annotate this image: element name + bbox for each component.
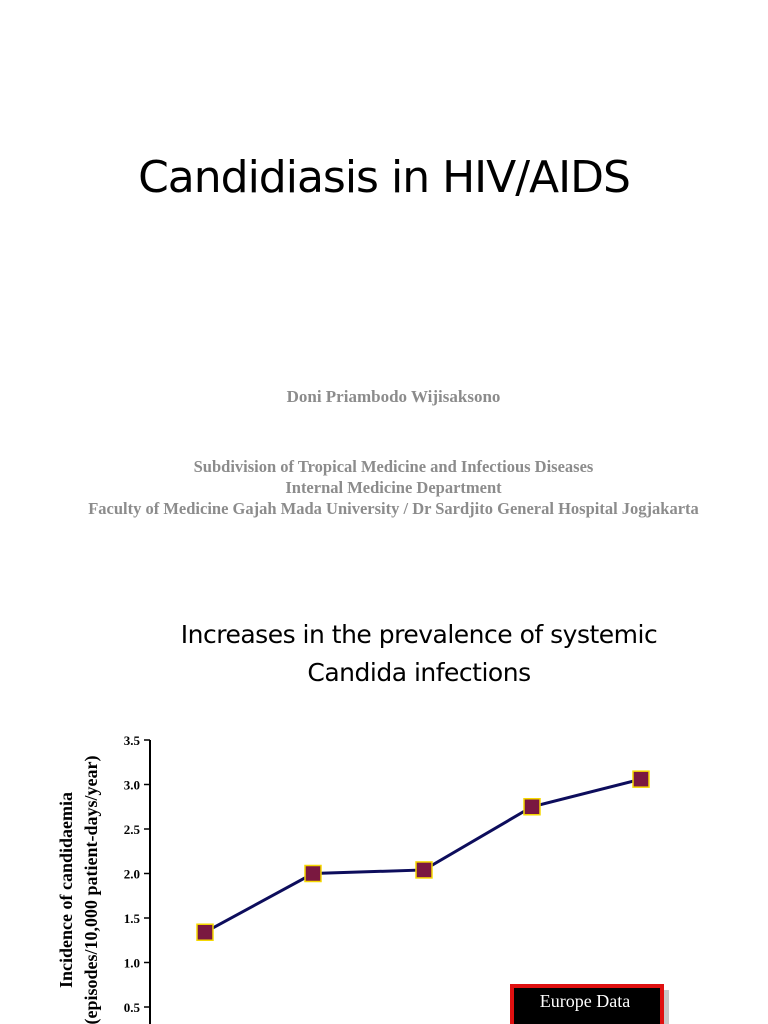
slide2-title-line: Candida infections bbox=[307, 658, 531, 687]
data-point-marker bbox=[304, 864, 322, 883]
y-axis-label: Incidence of candidaemia bbox=[56, 792, 76, 988]
y-tick-label: 1.5 bbox=[124, 911, 141, 926]
y-tick-label: 2.5 bbox=[124, 822, 141, 837]
affiliation-line: Subdivision of Tropical Medicine and Inf… bbox=[193, 457, 594, 476]
author: Doni Priambodo Wijisaksono bbox=[286, 387, 501, 406]
affiliation-line: Internal Medicine Department bbox=[285, 478, 502, 497]
data-point-marker bbox=[196, 923, 214, 941]
y-tick-label: 2.0 bbox=[124, 867, 140, 882]
annotation-box bbox=[510, 984, 664, 1024]
data-point-marker bbox=[415, 861, 433, 879]
annotation-text: Europe Data bbox=[540, 991, 630, 1011]
y-tick-label: 0.5 bbox=[124, 1000, 141, 1015]
series-line bbox=[204, 777, 642, 934]
y-tick-label: 1.0 bbox=[124, 956, 140, 971]
affiliation-line: Faculty of Medicine Gajah Mada Universit… bbox=[88, 499, 699, 518]
slide2-title: Increases in the prevalence of systemic … bbox=[0, 616, 768, 692]
slide-title: Candidiasis in HIV/AIDS bbox=[138, 152, 631, 203]
affiliation: Subdivision of Tropical Medicine and Inf… bbox=[0, 456, 768, 519]
data-point-marker bbox=[632, 770, 650, 788]
y-axis-label-2: (episodes/10,000 patient-days/year) bbox=[81, 756, 102, 1024]
y-tick-label: 3.5 bbox=[124, 733, 141, 748]
slide2-title-line: Increases in the prevalence of systemic bbox=[180, 620, 658, 649]
data-point-marker bbox=[523, 798, 541, 816]
y-tick-label: 3.0 bbox=[124, 778, 140, 793]
